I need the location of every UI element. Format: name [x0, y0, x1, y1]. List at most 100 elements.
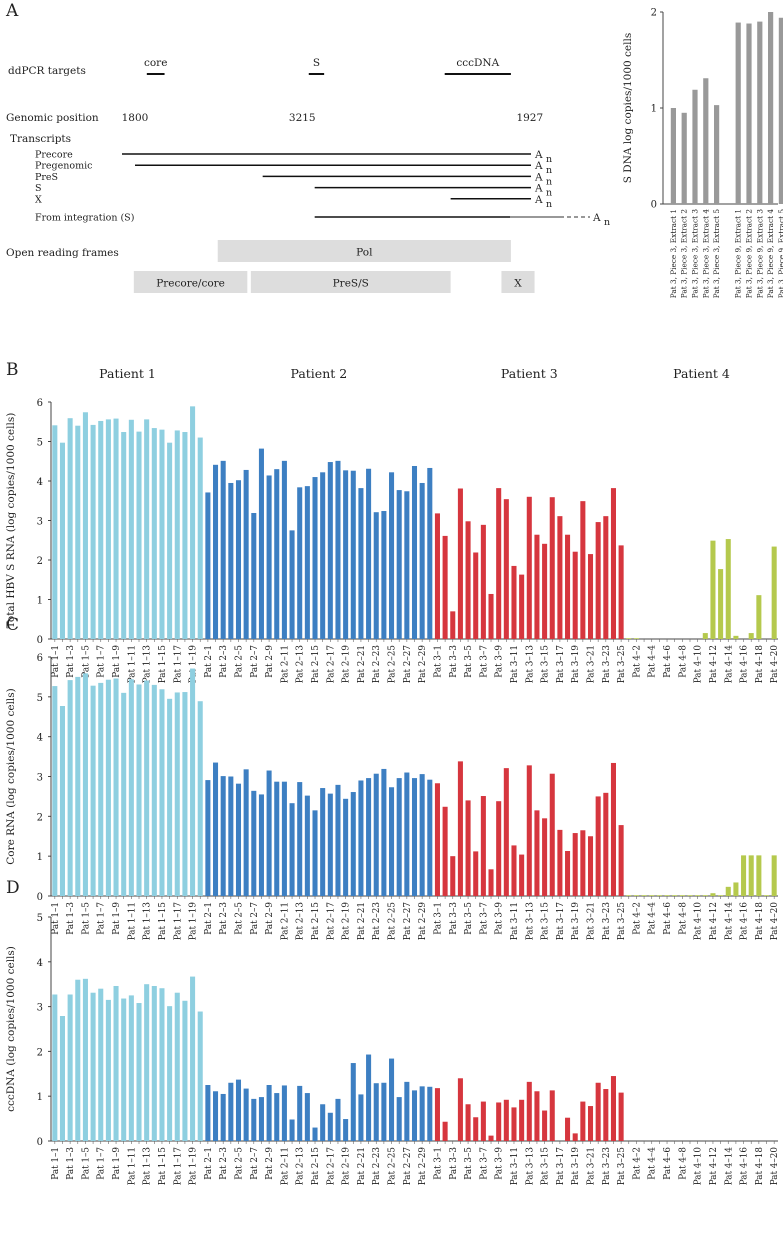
bar: [220, 1093, 226, 1141]
bar: [75, 676, 81, 896]
x-tick-label: Pat 2–27: [403, 1147, 413, 1185]
x-tick-label: Pat 3–25: [617, 1147, 627, 1185]
bar: [565, 850, 571, 896]
inset-bar: [703, 78, 709, 204]
y-tick-label: 4: [37, 958, 43, 969]
x-tick-label: Pat 4–12: [709, 902, 719, 940]
x-tick-label: Pat 1–7: [97, 1147, 107, 1180]
x-tick-label: Pat 3–17: [556, 1147, 566, 1185]
x-tick-label: Pat 4–8: [678, 1147, 688, 1180]
bar: [480, 1101, 486, 1141]
bar: [281, 1085, 287, 1141]
bar: [603, 792, 609, 896]
bar: [289, 803, 295, 896]
bar: [335, 1098, 341, 1141]
orf-box: [501, 271, 535, 293]
bar: [350, 470, 356, 639]
polya-tail-subscript: n: [546, 199, 552, 210]
bar: [182, 432, 188, 639]
inset-bar: [757, 21, 763, 204]
bar: [190, 668, 196, 896]
bar: [771, 855, 777, 896]
x-tick-label: Pat 2–25: [388, 645, 398, 683]
bar: [580, 501, 586, 639]
bar: [67, 418, 73, 639]
bar: [419, 482, 425, 639]
x-tick-label: Pat 3–9: [495, 645, 505, 678]
x-tick-label: Pat 3–13: [525, 1147, 535, 1185]
ddpcr-target-label: cccDNA: [456, 57, 499, 69]
y-tick-label: 5: [37, 438, 43, 449]
genomic-position-label: Genomic position: [6, 112, 99, 124]
bar: [519, 854, 525, 896]
bar: [411, 1090, 418, 1141]
bar: [75, 979, 81, 1141]
bar: [473, 552, 479, 639]
x-tick-label: Pat 3–3: [449, 902, 459, 935]
x-tick-label: Pat 4–10: [694, 902, 704, 941]
x-tick-label: Pat 4–4: [648, 1147, 658, 1180]
polya-tail-subscript: n: [546, 165, 552, 176]
bar: [549, 1090, 555, 1141]
bar: [542, 818, 548, 896]
bar: [641, 895, 647, 896]
x-tick-label: Pat 2–9: [265, 902, 275, 935]
bar: [98, 988, 104, 1141]
orf-box: [217, 240, 511, 262]
bar: [174, 430, 180, 639]
x-tick-label: Pat 2–11: [280, 1147, 290, 1185]
x-tick-label: Pat 4–4: [648, 645, 658, 678]
genomic-position-value: 1800: [122, 112, 149, 124]
bar: [557, 829, 563, 896]
bar: [587, 1106, 594, 1141]
bar: [174, 992, 180, 1141]
x-tick-label: Pat 1–3: [66, 902, 76, 935]
bar: [618, 825, 624, 896]
x-tick-label: Pat 1–5: [81, 1147, 91, 1180]
x-tick-label: Pat 1–5: [81, 645, 91, 678]
bar: [350, 792, 356, 896]
bar: [228, 776, 234, 896]
polya-tail-label: A: [592, 212, 601, 224]
bar: [320, 788, 326, 896]
transcript-label: Precore: [35, 150, 73, 161]
x-tick-label: Pat 4–2: [632, 1147, 642, 1180]
bar: [442, 535, 448, 639]
bar: [427, 1086, 433, 1141]
polya-tail-label: A: [534, 160, 543, 172]
bar: [281, 781, 287, 896]
bar: [519, 574, 525, 639]
x-tick-label: Pat 1–1: [51, 645, 61, 678]
y-tick-label: 2: [37, 556, 43, 567]
bar: [128, 419, 134, 639]
x-tick-label: Pat 2–9: [265, 1147, 275, 1180]
bar: [511, 845, 517, 896]
bar: [373, 512, 379, 639]
bar: [442, 806, 448, 896]
bar: [702, 633, 708, 639]
bar: [427, 467, 433, 639]
inset-y-axis-label: S DNA log copies/1000 cells: [622, 33, 634, 183]
bar: [144, 419, 150, 639]
x-tick-label: Pat 3–25: [617, 902, 627, 940]
x-tick-label: Pat 3–15: [541, 1147, 551, 1185]
bar: [304, 486, 310, 639]
x-tick-label: Pat 2–11: [280, 645, 290, 683]
x-tick-label: Pat 3–3: [449, 645, 459, 678]
y-tick-label: 0: [37, 892, 43, 903]
x-tick-label: Pat 2–13: [296, 645, 306, 683]
bar: [748, 633, 754, 639]
orf-label: Precore/core: [156, 278, 225, 290]
bar: [565, 1117, 571, 1141]
inset-y-tick-label: 1: [651, 104, 657, 115]
bar: [258, 794, 264, 896]
bar: [419, 774, 425, 896]
bar: [366, 778, 372, 896]
x-tick-label: Pat 1–17: [173, 1147, 183, 1185]
inset-bar: [681, 112, 687, 204]
bar: [526, 496, 532, 639]
bar: [144, 984, 150, 1141]
x-tick-label: Pat 3–5: [464, 1147, 474, 1180]
bar: [503, 499, 509, 639]
